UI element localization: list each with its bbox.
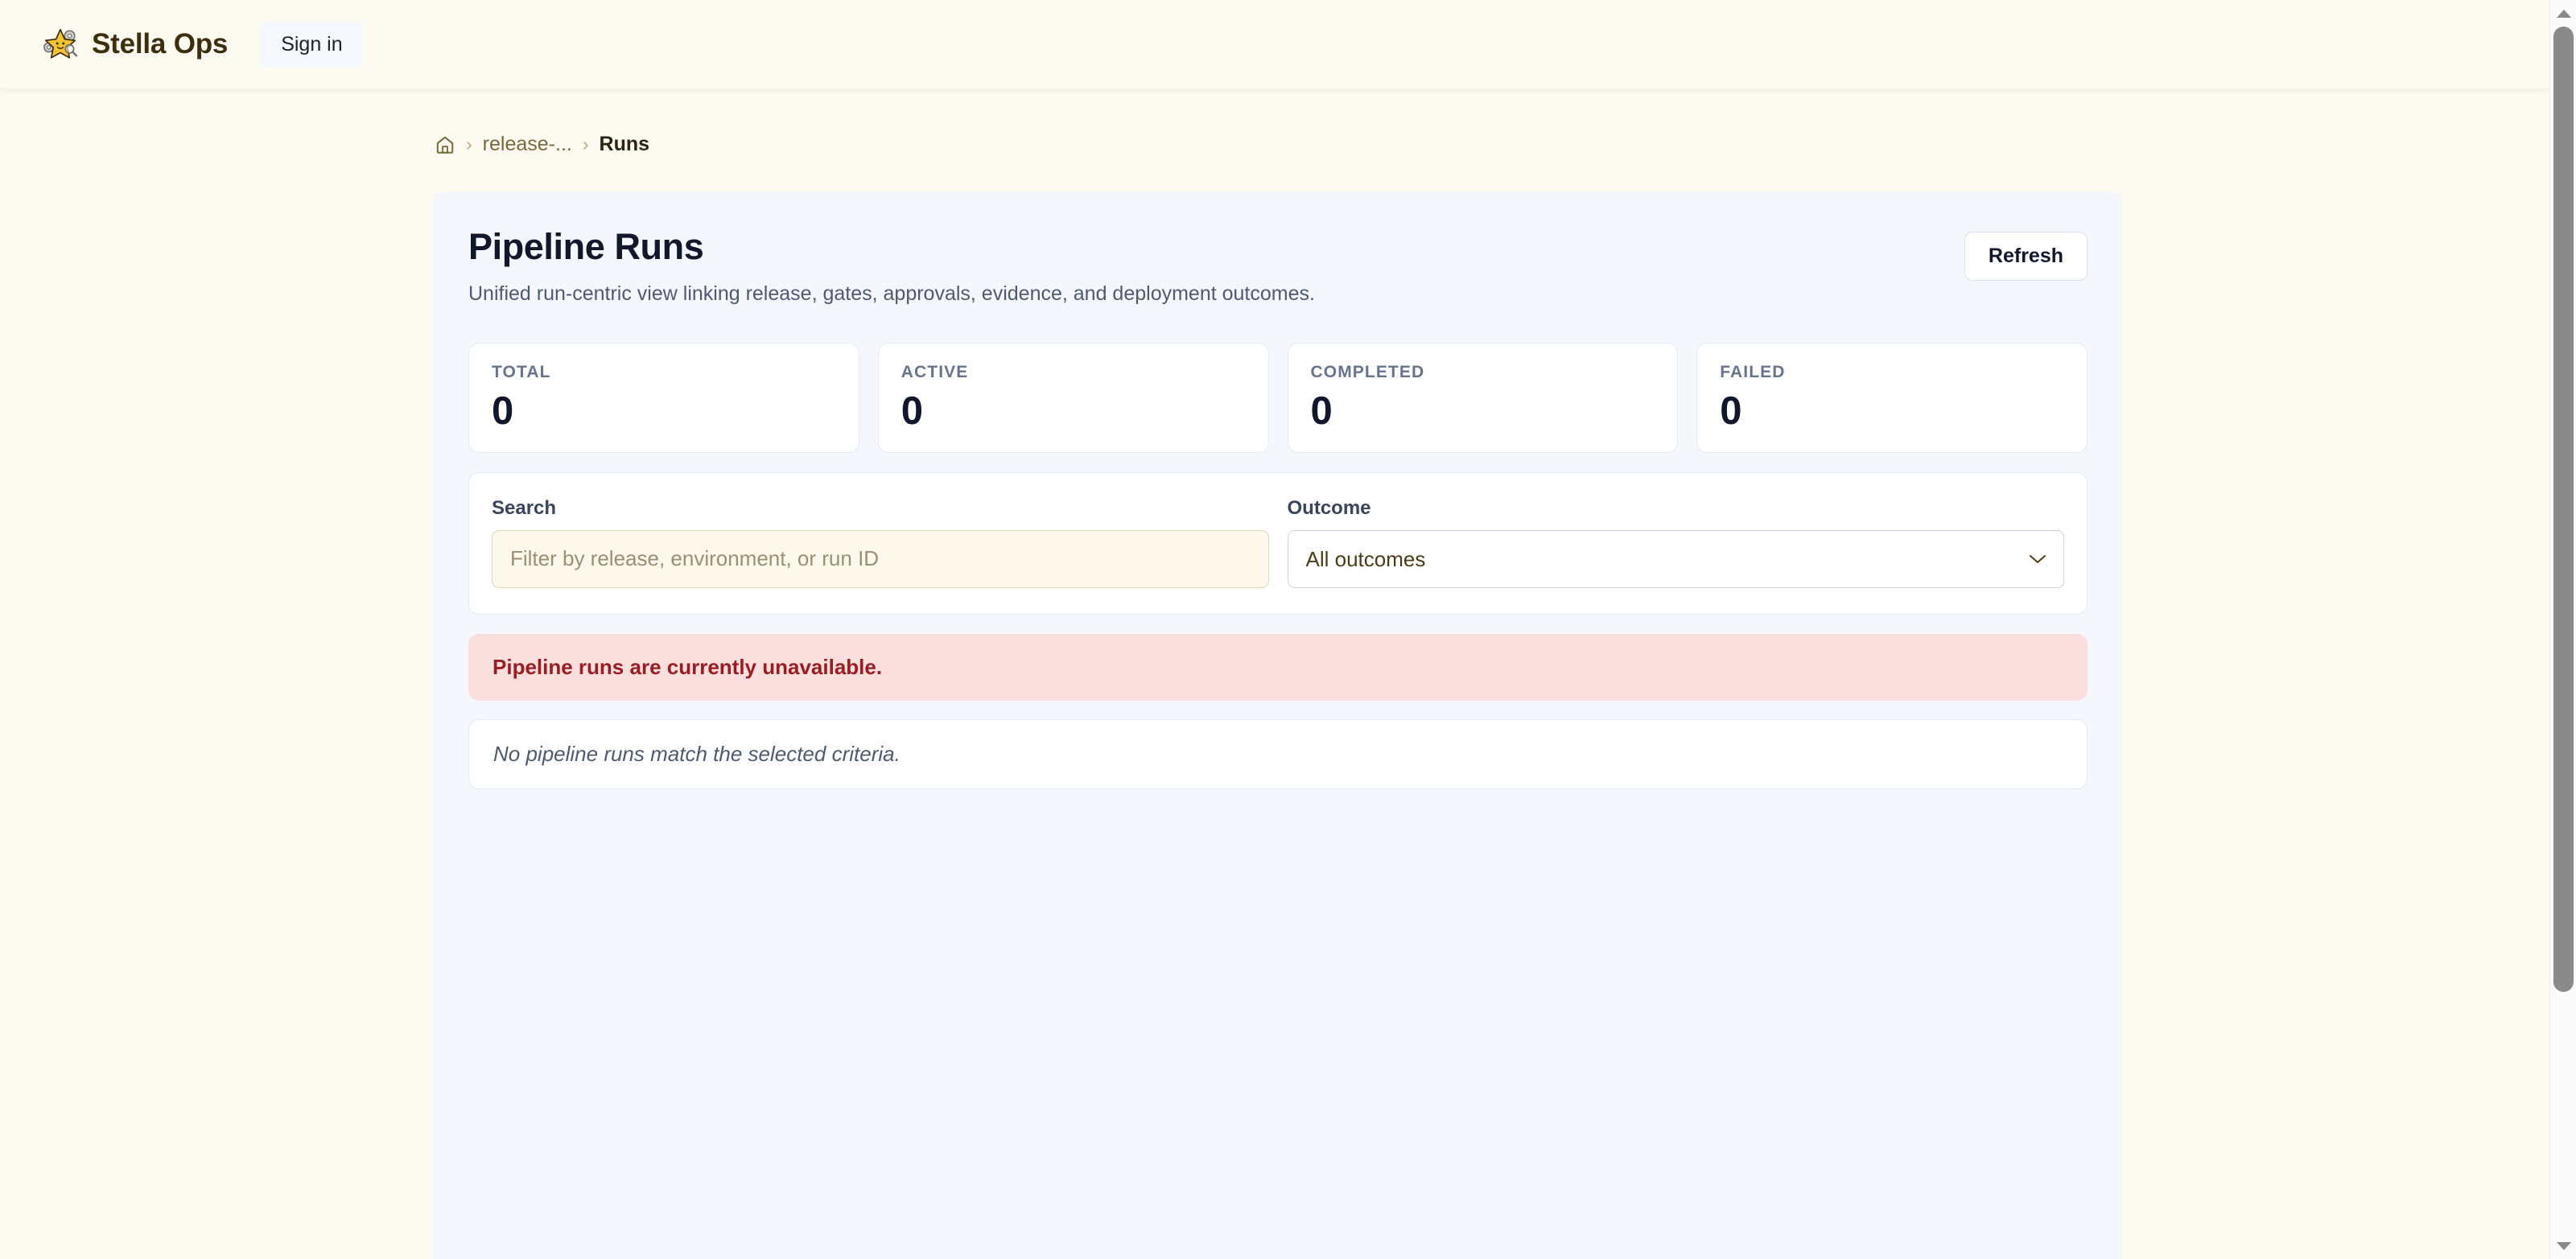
stat-card-total: TOTAL 0: [468, 342, 859, 453]
stat-label: COMPLETED: [1310, 362, 1425, 381]
pipeline-runs-panel: Pipeline Runs Unified run-centric view l…: [433, 191, 2123, 1259]
panel-header: Pipeline Runs Unified run-centric view l…: [468, 226, 2088, 307]
outcome-label: Outcome: [1287, 496, 1371, 519]
scroll-up-arrow-icon[interactable]: [2550, 0, 2576, 27]
app-header: Stella Ops Sign in: [0, 0, 2549, 88]
outcome-select[interactable]: All outcomes: [1287, 529, 2064, 588]
stella-star-gears-icon: [42, 26, 79, 63]
filters-card: Search Outcome All outcomes: [468, 471, 2088, 615]
vertical-scrollbar[interactable]: [2549, 0, 2576, 1259]
breadcrumb-separator: ›: [466, 134, 472, 154]
stat-label: FAILED: [1720, 362, 1786, 381]
stat-card-failed: FAILED 0: [1696, 342, 2088, 453]
stat-card-active: ACTIVE 0: [877, 342, 1269, 453]
breadcrumb-item-runs: Runs: [599, 133, 650, 155]
search-input[interactable]: [492, 529, 1269, 588]
breadcrumb-separator: ›: [582, 134, 589, 154]
breadcrumb-item-release[interactable]: release-...: [482, 133, 572, 155]
brand-name: Stella Ops: [92, 28, 229, 60]
search-label: Search: [492, 496, 557, 519]
panel-heading-group: Pipeline Runs Unified run-centric view l…: [468, 226, 1315, 307]
outcome-field-group: Outcome All outcomes: [1287, 496, 2064, 588]
breadcrumb-home-link[interactable]: [435, 134, 455, 155]
refresh-button[interactable]: Refresh: [1964, 232, 2088, 281]
page-title: Pipeline Runs: [468, 226, 704, 267]
stat-value: 0: [492, 389, 514, 433]
stat-value: 0: [1720, 389, 1742, 433]
scrollbar-thumb[interactable]: [2553, 27, 2574, 992]
error-alert: Pipeline runs are currently unavailable.: [468, 633, 2088, 701]
empty-state-message: No pipeline runs match the selected crit…: [468, 718, 2088, 789]
page-subtitle: Unified run-centric view linking release…: [468, 282, 1315, 306]
stat-label: TOTAL: [492, 362, 551, 381]
breadcrumb: › release-... › Runs: [435, 133, 649, 156]
brand-home-link[interactable]: Stella Ops: [42, 26, 228, 63]
stat-value: 0: [901, 389, 924, 433]
stat-value: 0: [1310, 389, 1333, 433]
outcome-select-wrapper: All outcomes: [1287, 529, 2064, 588]
sign-in-button[interactable]: Sign in: [260, 21, 364, 68]
stat-cards: TOTAL 0 ACTIVE 0 COMPLETED 0 FAILED 0: [468, 342, 2088, 453]
home-icon: [435, 134, 455, 155]
stat-card-completed: COMPLETED 0: [1287, 342, 1679, 453]
search-field-group: Search: [492, 497, 1269, 588]
scroll-down-arrow-icon[interactable]: [2550, 1232, 2576, 1259]
stat-label: ACTIVE: [901, 362, 969, 381]
